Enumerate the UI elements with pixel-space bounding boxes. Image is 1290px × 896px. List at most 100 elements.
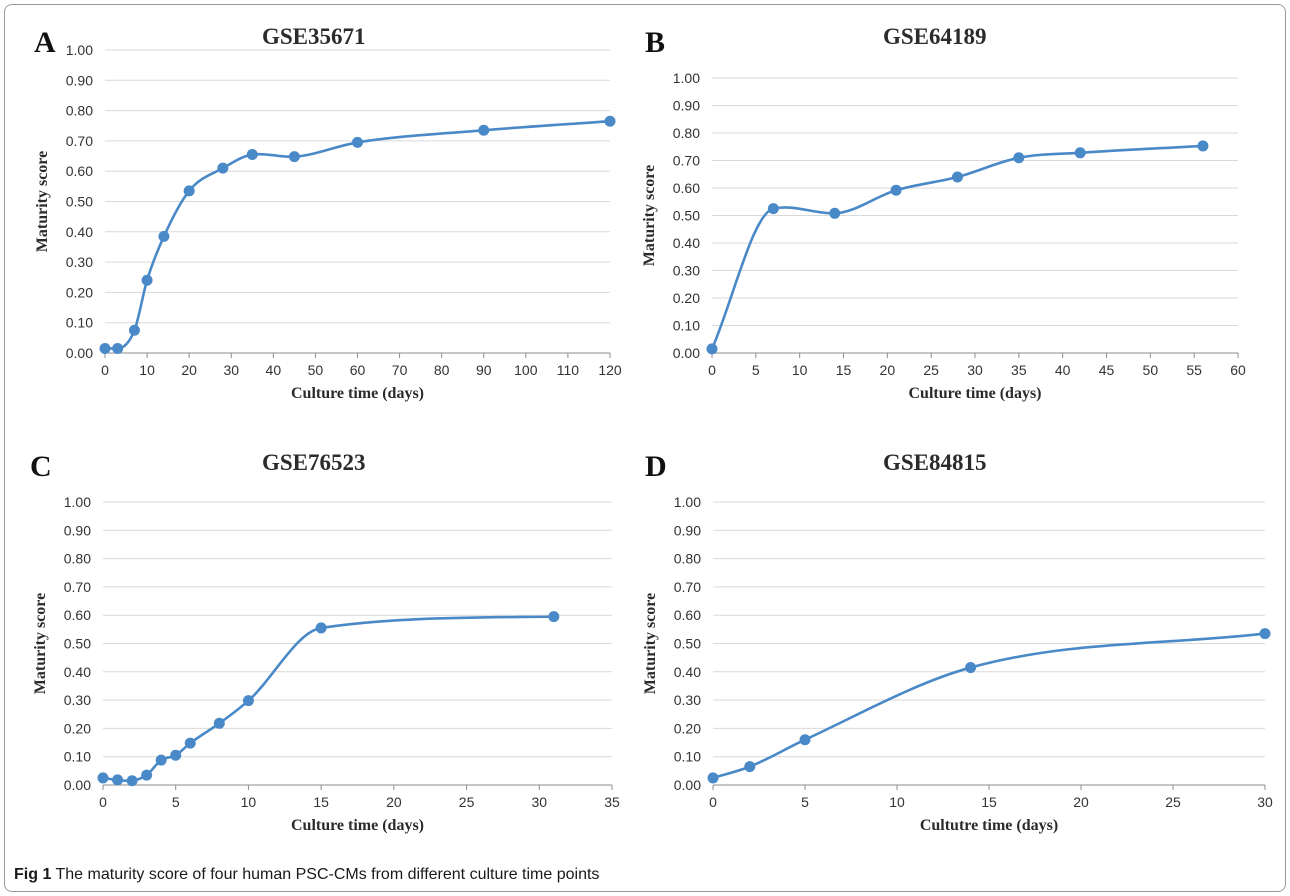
x-tick-label: 80 [434, 362, 450, 378]
x-tick-label: 10 [139, 362, 155, 378]
x-tick-label: 10 [241, 794, 257, 810]
x-tick-label: 20 [181, 362, 197, 378]
x-tick-label: 25 [1165, 794, 1181, 810]
y-tick-label: 0.90 [64, 522, 91, 538]
x-tick-label: 15 [313, 794, 329, 810]
x-tick-label: 5 [172, 794, 180, 810]
y-tick-label: 0.30 [673, 263, 700, 279]
x-tick-label: 30 [1257, 794, 1273, 810]
data-point [126, 775, 138, 787]
chart-title-b: GSE64189 [883, 24, 987, 49]
y-axis-title: Maturity score [642, 593, 659, 694]
y-tick-label: 0.40 [64, 664, 91, 680]
y-tick-label: 0.00 [64, 777, 91, 793]
y-tick-label: 0.50 [66, 194, 93, 210]
y-tick-label: 0.40 [66, 224, 93, 240]
data-point [829, 207, 841, 219]
panel-letter-a: A [34, 26, 56, 59]
y-tick-label: 0.20 [673, 290, 700, 306]
y-tick-label: 0.20 [64, 720, 91, 736]
data-point [1013, 152, 1025, 164]
y-tick-label: 0.00 [674, 777, 701, 793]
data-point [288, 151, 300, 163]
y-axis-title: Maturity score [34, 151, 51, 252]
x-tick-label: 35 [1011, 362, 1027, 378]
x-tick-label: 5 [752, 362, 760, 378]
data-point [213, 717, 225, 729]
x-tick-label: 25 [459, 794, 475, 810]
data-point [706, 343, 718, 355]
y-tick-label: 0.80 [673, 125, 700, 141]
y-tick-label: 0.80 [64, 551, 91, 567]
panel-letter-b: B [645, 26, 666, 59]
data-point [744, 761, 756, 773]
data-point [1074, 147, 1086, 159]
x-axis-title: Cultutre time (days) [920, 817, 1058, 834]
data-point [141, 769, 153, 781]
data-point [707, 772, 719, 784]
data-point [1197, 140, 1209, 152]
y-tick-label: 0.70 [64, 579, 91, 595]
data-point [315, 622, 327, 634]
data-point [242, 695, 254, 707]
y-tick-label: 0.60 [674, 607, 701, 623]
y-tick-label: 0.70 [66, 133, 93, 149]
x-tick-label: 40 [266, 362, 282, 378]
x-tick-label: 120 [598, 362, 622, 378]
y-tick-label: 1.00 [674, 494, 701, 510]
chart-title-d: GSE84815 [883, 450, 987, 475]
x-tick-label: 15 [981, 794, 997, 810]
data-point [155, 754, 167, 766]
y-tick-label: 0.70 [674, 579, 701, 595]
y-tick-label: 0.10 [673, 318, 700, 334]
data-point [184, 737, 196, 749]
x-tick-label: 0 [708, 362, 716, 378]
data-point [112, 774, 124, 786]
x-tick-label: 35 [604, 794, 620, 810]
x-tick-label: 55 [1186, 362, 1202, 378]
y-tick-label: 0.60 [66, 163, 93, 179]
y-tick-label: 1.00 [673, 70, 700, 86]
x-axis-title: Culture time (days) [291, 817, 424, 834]
data-point [141, 274, 153, 286]
x-tick-label: 20 [1073, 794, 1089, 810]
data-point [97, 772, 109, 784]
figure-caption: Fig 1 The maturity score of four human P… [14, 866, 599, 884]
data-point [112, 342, 124, 354]
x-tick-label: 25 [923, 362, 939, 378]
x-tick-label: 20 [386, 794, 402, 810]
x-tick-label: 60 [1230, 362, 1246, 378]
data-point [170, 749, 182, 761]
x-tick-label: 40 [1055, 362, 1071, 378]
panel-d: D GSE84815 0.00 0.10 0.20 0.30 0.40 0.50 0.60 0.7… [642, 440, 1290, 860]
chart-svg-c: 0.00 0.10 0.20 0.30 0.40 0.50 0.60 0.70 0.80 0.90… [32, 494, 620, 834]
data-point [246, 149, 258, 161]
y-tick-label: 1.00 [66, 42, 93, 58]
panel-a: A GSE35671 0.00 0.10 0.20 0.30 0.40 0.50 0.60 0.7… [0, 0, 645, 440]
y-tick-label: 0.00 [66, 345, 93, 361]
y-tick-label: 0.40 [674, 664, 701, 680]
y-tick-label: 0.30 [64, 692, 91, 708]
chart-title-c: GSE76523 [262, 450, 366, 475]
y-tick-label: 0.10 [674, 749, 701, 765]
y-tick-label: 0.60 [64, 607, 91, 623]
caption-label: Fig 1 [14, 866, 52, 883]
y-axis-title: Maturity score [32, 593, 49, 694]
y-tick-label: 0.40 [673, 235, 700, 251]
x-tick-label: 30 [531, 794, 547, 810]
data-point [890, 184, 902, 196]
y-tick-label: 0.90 [66, 72, 93, 88]
data-point [158, 230, 170, 242]
y-tick-label: 0.90 [674, 522, 701, 538]
chart-svg-b: 0.00 0.10 0.20 0.30 0.40 0.50 0.60 0.70 0.80 0.90… [641, 70, 1246, 402]
x-tick-label: 0 [101, 362, 109, 378]
caption-text: The maturity score of four human PSC-CMs… [55, 866, 600, 883]
figure-frame [4, 4, 1286, 892]
series-line [105, 119, 611, 350]
y-tick-label: 0.20 [66, 284, 93, 300]
y-tick-label: 0.20 [674, 720, 701, 736]
y-tick-label: 0.60 [673, 180, 700, 196]
data-point [799, 734, 811, 746]
data-point [1259, 628, 1271, 640]
x-tick-label: 45 [1099, 362, 1115, 378]
